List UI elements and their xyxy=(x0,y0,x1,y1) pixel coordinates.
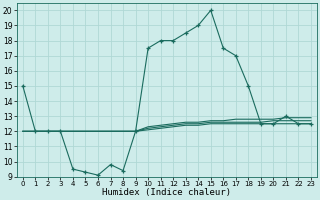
X-axis label: Humidex (Indice chaleur): Humidex (Indice chaleur) xyxy=(102,188,231,197)
